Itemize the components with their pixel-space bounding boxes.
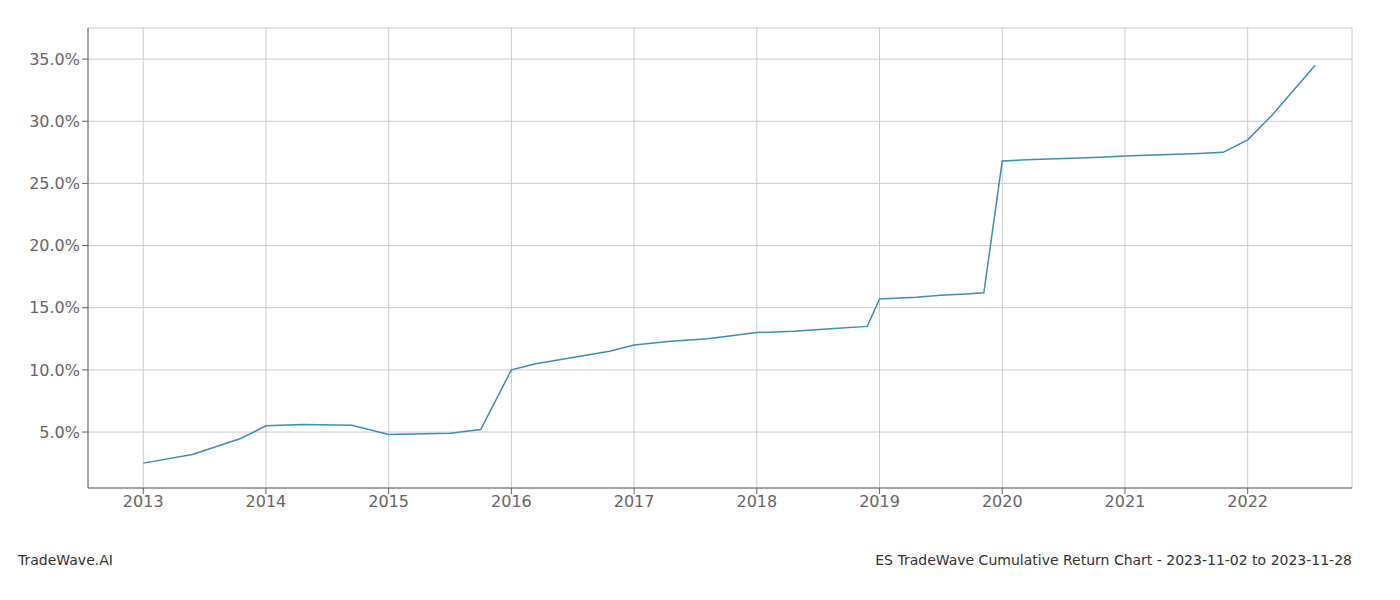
- html-text:TradeWave.AI: TradeWave.AI: [18, 552, 113, 568]
- svg-text:2013: 2013: [123, 492, 164, 511]
- svg-text:20.0%: 20.0%: [29, 236, 80, 255]
- svg-text:2021: 2021: [1105, 492, 1146, 511]
- svg-text:2015: 2015: [368, 492, 409, 511]
- svg-text:5.0%: 5.0%: [39, 423, 80, 442]
- svg-text:2018: 2018: [736, 492, 777, 511]
- svg-text:35.0%: 35.0%: [29, 50, 80, 69]
- html-text:ES TradeWave Cumulative Return: ES TradeWave Cumulative Return Chart - 2…: [875, 552, 1352, 568]
- svg-text:2019: 2019: [859, 492, 900, 511]
- svg-text:15.0%: 15.0%: [29, 298, 80, 317]
- svg-text:2014: 2014: [246, 492, 287, 511]
- svg-text:2017: 2017: [614, 492, 655, 511]
- svg-text:10.0%: 10.0%: [29, 361, 80, 380]
- svg-text:25.0%: 25.0%: [29, 174, 80, 193]
- svg-text:2016: 2016: [491, 492, 532, 511]
- svg-text:30.0%: 30.0%: [29, 112, 80, 131]
- svg-text:2020: 2020: [982, 492, 1023, 511]
- svg-text:2022: 2022: [1227, 492, 1268, 511]
